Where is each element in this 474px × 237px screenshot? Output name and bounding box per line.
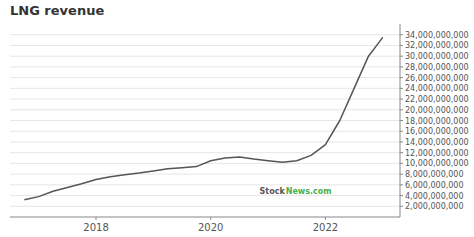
grid-line — [10, 206, 400, 207]
grid-line — [10, 131, 400, 132]
grid-line — [10, 99, 400, 100]
grid-line — [10, 34, 400, 35]
y-axis-line — [400, 24, 401, 217]
grid-line — [10, 120, 400, 121]
y-tick-label: 16,000,000,000 — [405, 127, 469, 136]
grid-line — [10, 195, 400, 196]
y-tick-label: 4,000,000,000 — [405, 192, 464, 201]
grid-line — [10, 88, 400, 89]
grid-line — [10, 77, 400, 78]
x-axis-line — [10, 217, 400, 218]
y-tick-label: 34,000,000,000 — [405, 31, 469, 40]
grid-line — [10, 184, 400, 185]
y-tick-label: 6,000,000,000 — [405, 181, 464, 190]
x-tick-label: 2020 — [198, 222, 223, 233]
plot-area — [24, 37, 382, 199]
x-tick-label: 2018 — [83, 222, 108, 233]
grid-line — [10, 45, 400, 46]
y-tick-label: 10,000,000,000 — [405, 159, 469, 168]
grid-line — [10, 66, 400, 67]
y-tick-label: 18,000,000,000 — [405, 117, 469, 126]
y-tick-label: 24,000,000,000 — [405, 84, 469, 93]
y-tick-label: 32,000,000,000 — [405, 41, 469, 50]
data-line — [24, 37, 382, 199]
grid-line — [10, 109, 400, 110]
annotation: Stock — [260, 187, 286, 196]
y-tick-label: 2,000,000,000 — [405, 202, 464, 211]
y-tick-label: 22,000,000,000 — [405, 95, 469, 104]
chart: LNG revenue 2,000,000,0004,000,000,000 6,0… — [0, 0, 474, 237]
x-tick-label: 2022 — [313, 222, 338, 233]
grid-line — [10, 141, 400, 142]
grid-line — [10, 56, 400, 57]
y-tick-label: 20,000,000,000 — [405, 106, 469, 115]
annotation: News.com — [286, 187, 332, 196]
y-tick-label: 26,000,000,000 — [405, 74, 469, 83]
y-tick-label: 28,000,000,000 — [405, 63, 469, 72]
y-tick-label: 14,000,000,000 — [405, 138, 469, 147]
title: LNG revenue — [10, 3, 104, 18]
grid-line — [10, 152, 400, 153]
y-tick-label: 12,000,000,000 — [405, 149, 469, 158]
y-tick-label: 30,000,000,000 — [405, 52, 469, 61]
grid-line — [10, 174, 400, 175]
y-tick-label: 8,000,000,000 — [405, 170, 464, 179]
